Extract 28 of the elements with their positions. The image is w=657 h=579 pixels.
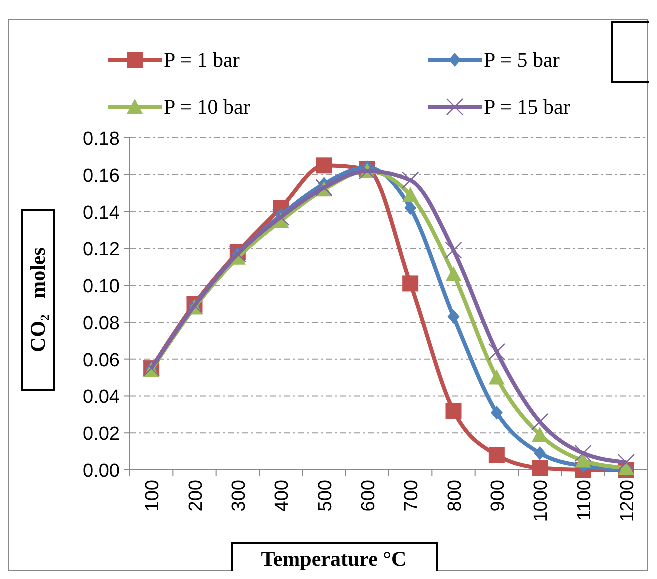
y-tick-label: 0.04: [83, 387, 120, 408]
y-tick-label: 0.18: [83, 129, 120, 150]
y-tick-label: 0.16: [83, 166, 120, 187]
legend-label: P = 15 bar: [484, 95, 570, 119]
legend-label: P = 10 bar: [164, 95, 250, 119]
legend-label: P = 5 bar: [484, 48, 560, 72]
y-tick-label: 0.00: [83, 461, 120, 482]
y-tick-label: 0.12: [83, 240, 120, 261]
y-axis-title: CO₂ moles: [26, 248, 50, 352]
y-tick-label: 0.02: [83, 424, 120, 446]
x-tick-label: 1200: [617, 480, 638, 522]
x-axis-title: Temperature °C: [261, 547, 407, 571]
y-tick-label: 0.14: [83, 202, 120, 224]
x-tick-label: 800: [444, 480, 466, 512]
x-tick-label: 600: [358, 480, 380, 512]
x-tick-label: 1000: [531, 480, 552, 522]
y-tick-label: 0.06: [83, 350, 120, 372]
x-tick-label: 500: [315, 480, 336, 512]
x-tick-label: 1100: [574, 480, 596, 521]
x-tick-label: 400: [272, 480, 294, 512]
x-tick-label: 900: [488, 480, 509, 512]
x-tick-label: 100: [142, 480, 164, 512]
x-tick-label: 700: [402, 480, 423, 512]
y-tick-label: 0.08: [83, 313, 120, 334]
x-tick-label: 300: [228, 480, 250, 512]
legend-label: P = 1 bar: [164, 48, 240, 72]
y-tick-label: 0.10: [83, 276, 120, 298]
x-tick-label: 200: [186, 480, 207, 512]
